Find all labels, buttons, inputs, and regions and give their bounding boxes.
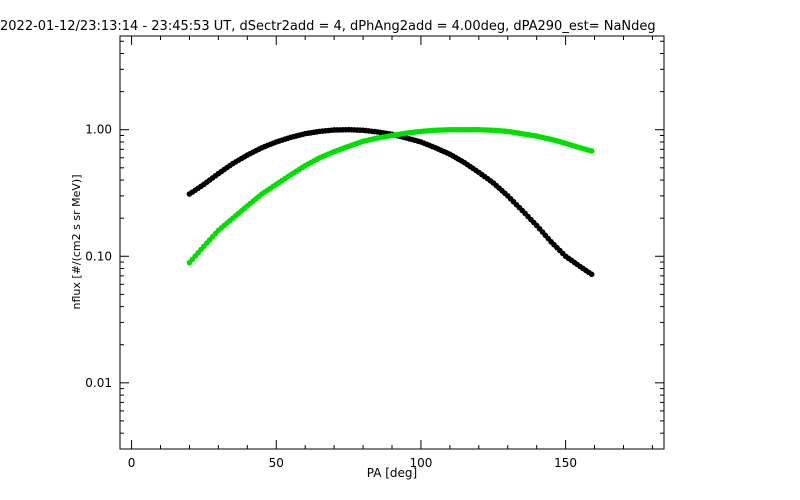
y-axis-label: nflux [#/(cm2 s sr MeV)] [70,175,83,310]
x-tick-label: 150 [554,456,577,470]
axis-ticks [120,36,664,450]
y-tick-label: 0.01 [85,376,112,390]
data-point [588,148,595,154]
x-tick-label: 100 [409,456,432,470]
series-1-points [186,126,595,278]
plot-frame [119,35,665,450]
x-tick-label: 0 [128,456,136,470]
data-points [186,126,595,278]
y-tick-label: 1.00 [85,123,112,137]
x-tick-label: 50 [269,456,284,470]
y-tick-label: 0.10 [85,249,112,263]
x-axis-label: PA [deg] [367,466,417,480]
axis-tick-labels: 0 50 100 150 0.01 0.10 1.00 [85,123,577,470]
data-point [588,271,595,278]
chart-title: 2022-01-12/23:13:14 - 23:45:53 UT, dSect… [0,19,656,34]
series-2-points [186,126,595,266]
